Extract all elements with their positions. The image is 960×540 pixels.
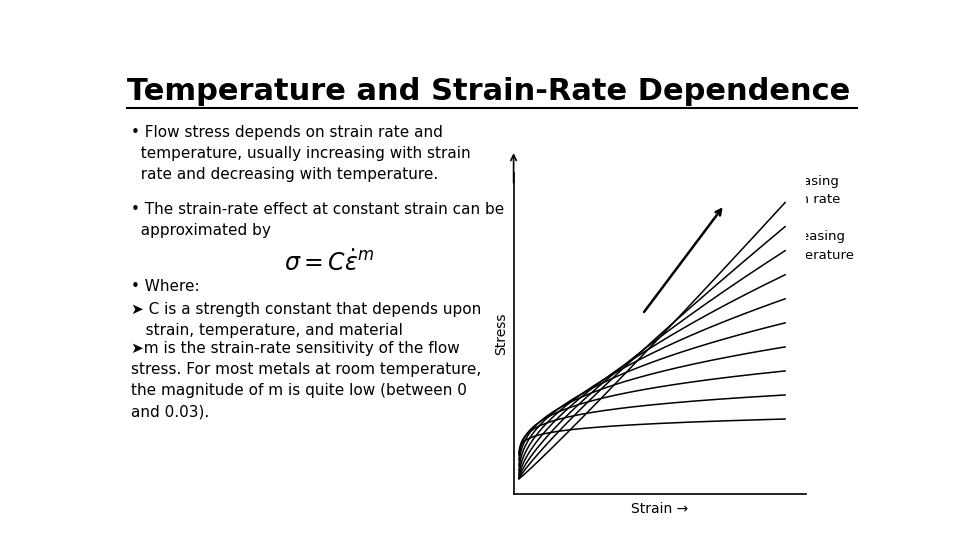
Text: ➤m is the strain-rate sensitivity of the flow
stress. For most metals at room te: ➤m is the strain-rate sensitivity of the…	[132, 341, 481, 419]
Text: Increasing
strain rate
or
Decreasing
temperature: Increasing strain rate or Decreasing tem…	[771, 175, 855, 262]
Y-axis label: Stress: Stress	[494, 312, 508, 355]
Text: ➤ C is a strength constant that depends upon
   strain, temperature, and materia: ➤ C is a strength constant that depends …	[132, 302, 481, 338]
Text: • Where:: • Where:	[132, 279, 200, 294]
Text: • The strain-rate effect at constant strain can be
  approximated by: • The strain-rate effect at constant str…	[132, 202, 504, 238]
X-axis label: Strain →: Strain →	[632, 502, 688, 516]
Text: $\sigma = C\dot{\varepsilon}^m$: $\sigma = C\dot{\varepsilon}^m$	[284, 250, 374, 275]
Text: Temperature and Strain-Rate Dependence: Temperature and Strain-Rate Dependence	[128, 77, 851, 106]
Text: • Flow stress depends on strain rate and
  temperature, usually increasing with : • Flow stress depends on strain rate and…	[132, 125, 470, 182]
